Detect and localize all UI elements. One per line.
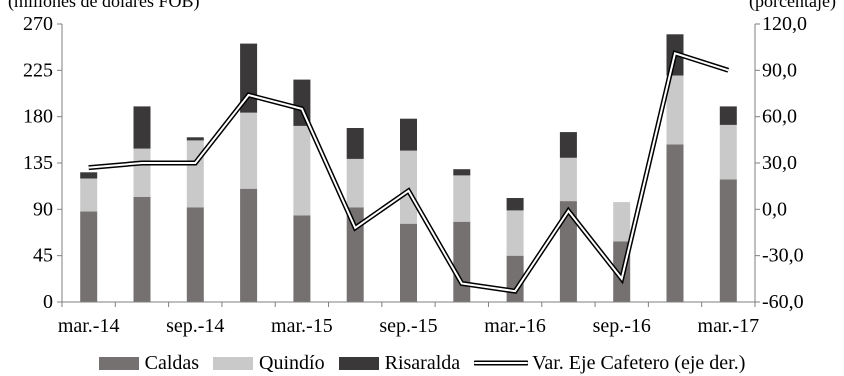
y-tick-left-label: 180 [23, 106, 53, 128]
y-axis-title-right: (porcentaje) [749, 0, 836, 11]
y-tick-right-label: 90,0 [762, 59, 797, 81]
x-tick-label: mar.-17 [698, 315, 760, 337]
line-var-eje-cafetero-inner [88, 52, 729, 293]
y-tick-left-label: 0 [43, 291, 53, 313]
bar-caldas-11 [666, 144, 684, 302]
y-tick-left-label: 270 [23, 13, 53, 35]
x-tick-label: sep.-16 [593, 315, 651, 337]
legend: Caldas Quindío Risaralda Var. Eje Cafete… [0, 350, 844, 376]
bar-quindio-2 [186, 140, 204, 208]
y-tick-left-label: 90 [33, 198, 53, 220]
bar-caldas-6 [400, 223, 417, 302]
bar-risaralda-9 [559, 132, 577, 158]
x-tick-label: mar.-16 [484, 315, 546, 337]
legend-item-risaralda: Risaralda [338, 351, 461, 375]
bars-group [80, 34, 737, 302]
x-tick-label: sep.-14 [166, 315, 224, 337]
y-tick-left-label: 225 [23, 59, 53, 81]
bar-quindio-10 [613, 202, 631, 242]
bar-risaralda-0 [80, 172, 98, 179]
x-tick-label: mar.-14 [58, 315, 120, 337]
ticks-group: 0 45 90 135 180 225 270 -60,0 -30,0 0,0 30,0 60,0 90… [23, 13, 807, 337]
x-tick-label: sep.-15 [379, 315, 437, 337]
bar-quindio-4 [293, 125, 311, 216]
bar-quindio-6 [400, 150, 417, 224]
y-tick-left-label: 135 [23, 152, 53, 174]
y-tick-right-label: -30,0 [762, 245, 804, 267]
legend-label-caldas: Caldas [144, 351, 200, 374]
bar-risaralda-6 [400, 118, 417, 151]
bar-risaralda-5 [346, 128, 364, 159]
y-axis-title-left: (millones de dólares FOB) [8, 0, 200, 11]
y-tick-right-label: 120,0 [762, 13, 807, 35]
y-tick-right-label: 30,0 [762, 152, 797, 174]
legend-item-caldas: Caldas [98, 351, 200, 375]
bar-risaralda-1 [133, 106, 151, 149]
bar-quindio-11 [666, 75, 684, 145]
bar-risaralda-8 [506, 198, 524, 211]
bar-quindio-12 [719, 124, 737, 180]
bar-risaralda-12 [719, 106, 737, 125]
bar-caldas-3 [240, 188, 258, 302]
bar-quindio-9 [559, 157, 577, 202]
y-tick-right-label: 0,0 [762, 198, 787, 220]
y-tick-right-label: -60,0 [762, 291, 804, 313]
bar-caldas-4 [293, 215, 311, 302]
bar-caldas-9 [559, 201, 577, 302]
bar-risaralda-2 [186, 137, 204, 141]
bar-quindio-3 [240, 112, 258, 189]
bar-quindio-0 [80, 178, 98, 212]
legend-item-quindio: Quindío [213, 352, 325, 375]
bar-caldas-12 [719, 179, 737, 302]
y-tick-left-label: 45 [33, 245, 53, 267]
bar-caldas-7 [453, 221, 471, 302]
bar-caldas-0 [80, 211, 98, 302]
y-tick-right-label: 60,0 [762, 106, 797, 128]
legend-item-var-eje-cafetero: Var. Eje Cafetero (eje der.) [474, 352, 745, 375]
legend-line-var-eje-cafetero [474, 360, 529, 366]
bar-risaralda-7 [453, 169, 471, 176]
x-tick-label: mar.-15 [271, 315, 333, 337]
legend-label-risaralda: Risaralda [384, 351, 461, 374]
legend-label-quindio: Quindío [259, 351, 325, 374]
bar-quindio-8 [506, 210, 524, 256]
legend-label-var-eje-cafetero: Var. Eje Cafetero (eje der.) [532, 351, 746, 374]
bar-caldas-2 [186, 207, 204, 302]
legend-swatch-caldas [98, 356, 139, 370]
bar-quindio-7 [453, 175, 471, 222]
legend-swatch-risaralda [338, 356, 379, 370]
bar-caldas-1 [133, 197, 151, 302]
legend-swatch-quindio [213, 356, 254, 370]
bar-quindio-5 [346, 158, 364, 208]
bar-quindio-1 [133, 148, 151, 197]
line-group [88, 50, 730, 294]
bar-caldas-5 [346, 207, 364, 302]
